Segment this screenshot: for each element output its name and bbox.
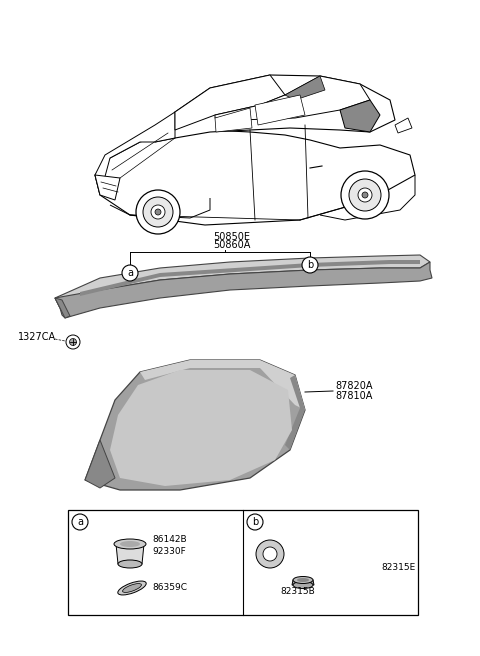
- Polygon shape: [95, 112, 175, 195]
- Polygon shape: [140, 360, 305, 410]
- Text: 50850E: 50850E: [214, 232, 251, 242]
- Polygon shape: [292, 580, 314, 585]
- Polygon shape: [215, 76, 370, 120]
- Ellipse shape: [114, 539, 146, 549]
- Polygon shape: [116, 544, 144, 564]
- Text: b: b: [252, 517, 258, 527]
- Ellipse shape: [120, 541, 140, 547]
- Polygon shape: [215, 108, 252, 132]
- Text: 1327CA: 1327CA: [18, 332, 56, 342]
- Text: 86142B: 86142B: [152, 535, 187, 544]
- Circle shape: [302, 257, 318, 273]
- Circle shape: [247, 514, 263, 530]
- Circle shape: [155, 209, 161, 215]
- Polygon shape: [175, 75, 285, 130]
- Ellipse shape: [293, 577, 313, 583]
- Ellipse shape: [118, 581, 146, 595]
- Ellipse shape: [297, 578, 309, 582]
- Polygon shape: [55, 255, 430, 308]
- Circle shape: [358, 188, 372, 202]
- Circle shape: [151, 205, 165, 219]
- Polygon shape: [255, 95, 305, 125]
- Text: a: a: [77, 517, 83, 527]
- Polygon shape: [95, 175, 120, 200]
- Polygon shape: [110, 370, 292, 486]
- Polygon shape: [340, 100, 380, 132]
- Text: 86359C: 86359C: [152, 583, 187, 592]
- Text: 82315E: 82315E: [381, 564, 415, 573]
- Text: 82315B: 82315B: [280, 588, 315, 596]
- Polygon shape: [285, 76, 325, 100]
- Polygon shape: [80, 260, 420, 296]
- Polygon shape: [85, 360, 305, 490]
- Circle shape: [362, 192, 368, 198]
- Bar: [68, 510, 418, 615]
- Ellipse shape: [122, 584, 142, 592]
- Polygon shape: [155, 75, 395, 142]
- Text: 87820A: 87820A: [335, 381, 372, 391]
- Circle shape: [136, 190, 180, 234]
- Polygon shape: [285, 375, 305, 450]
- Text: 87810A: 87810A: [335, 391, 372, 401]
- Circle shape: [122, 265, 138, 281]
- Text: a: a: [127, 268, 133, 278]
- Polygon shape: [55, 298, 70, 318]
- Circle shape: [349, 179, 381, 211]
- Polygon shape: [85, 440, 115, 488]
- Circle shape: [72, 514, 88, 530]
- Circle shape: [341, 171, 389, 219]
- Polygon shape: [395, 118, 412, 133]
- Polygon shape: [55, 262, 432, 318]
- Text: b: b: [307, 260, 313, 270]
- Text: 50860A: 50860A: [213, 240, 251, 250]
- Circle shape: [66, 335, 80, 349]
- Circle shape: [70, 338, 76, 346]
- Circle shape: [256, 540, 284, 568]
- Text: 92330F: 92330F: [152, 548, 186, 556]
- Ellipse shape: [118, 560, 142, 568]
- Circle shape: [143, 197, 173, 227]
- Polygon shape: [95, 130, 415, 225]
- Ellipse shape: [293, 581, 313, 588]
- Circle shape: [263, 547, 277, 561]
